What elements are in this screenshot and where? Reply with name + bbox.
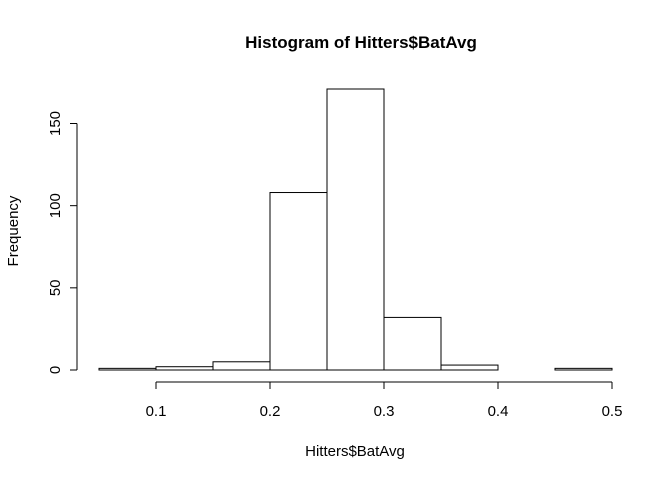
- histogram-bar-3: [269, 192, 328, 371]
- y-axis-label: Frequency: [5, 195, 22, 266]
- histogram-bar-5: [383, 316, 442, 371]
- y-tick-label-3: 150: [47, 111, 64, 136]
- x-tick-label-2: 0.3: [374, 403, 395, 420]
- histogram-bar-4: [326, 88, 385, 371]
- bars-group: [98, 88, 613, 371]
- histogram-bar-6: [440, 364, 499, 371]
- histogram-bar-1: [155, 366, 214, 371]
- histogram-bar-0: [98, 367, 157, 371]
- y-tick-label-2: 100: [47, 193, 64, 218]
- y-tick-label-1: 50: [47, 279, 64, 296]
- x-axis: 0.1 0.2 0.3 0.4 0.5: [146, 381, 623, 420]
- chart-title: Histogram of Hitters$BatAvg: [245, 33, 477, 52]
- y-axis: 0 50 100 150: [47, 111, 78, 374]
- histogram-bar-8: [554, 367, 613, 371]
- x-axis-label: Hitters$BatAvg: [305, 443, 405, 460]
- x-tick-label-0: 0.1: [146, 403, 167, 420]
- x-tick-label-3: 0.4: [488, 403, 509, 420]
- histogram-bar-2: [212, 361, 271, 371]
- y-tick-label-0: 0: [47, 366, 64, 374]
- x-tick-label-1: 0.2: [260, 403, 281, 420]
- x-tick-label-4: 0.5: [602, 403, 623, 420]
